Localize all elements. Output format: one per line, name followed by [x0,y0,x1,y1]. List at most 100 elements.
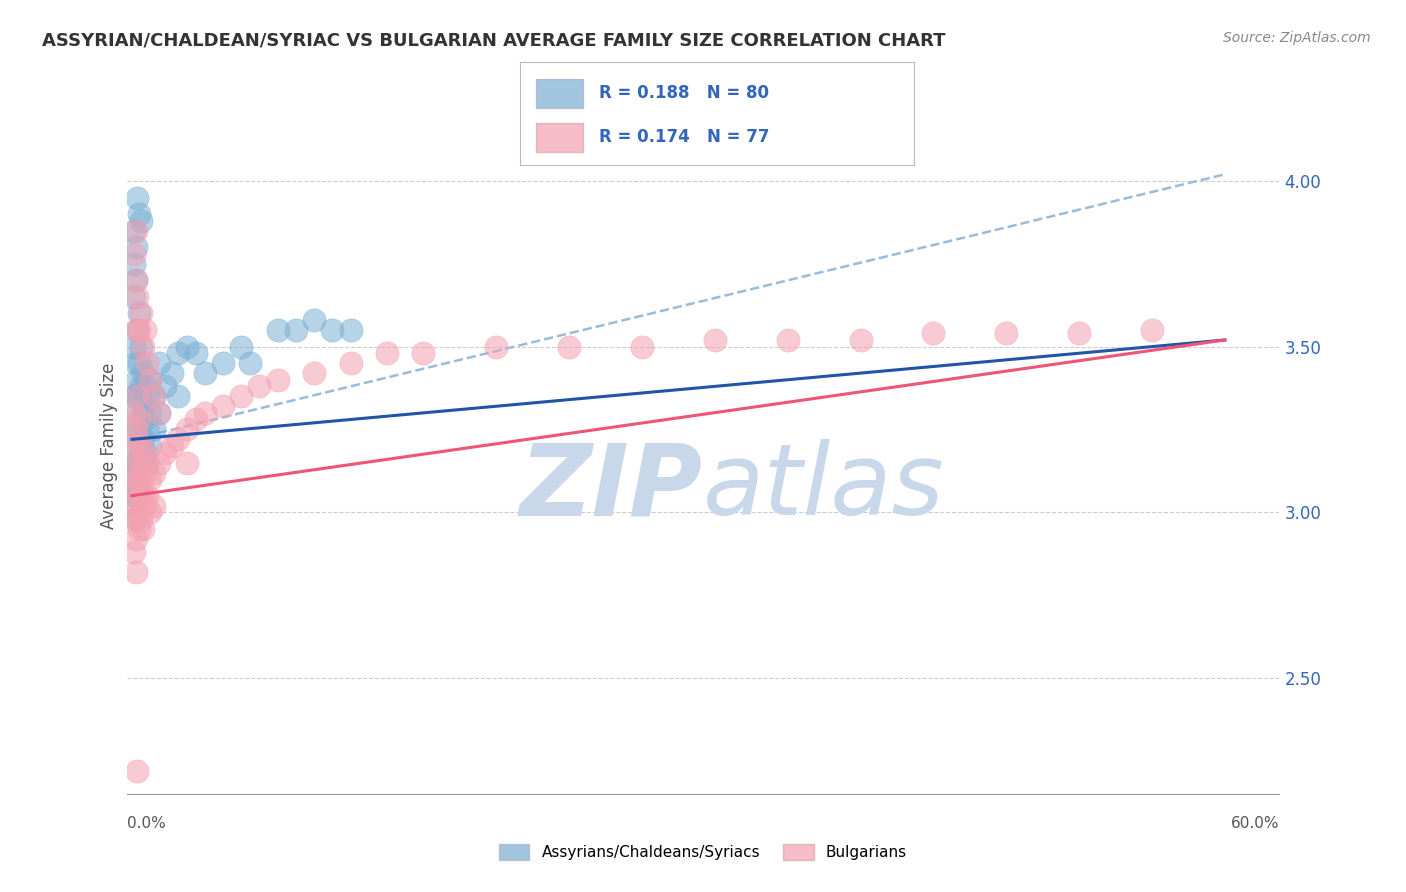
Point [124,356,146,370]
Point [922,326,945,341]
Point [127,406,149,420]
Point [129,340,152,354]
Point [122,389,145,403]
Point [142,389,165,403]
Point [139,373,162,387]
FancyBboxPatch shape [536,78,583,108]
Point [166,433,188,447]
Point [124,499,146,513]
Point [212,399,235,413]
Point [122,512,145,526]
Point [239,356,262,370]
Point [129,512,152,526]
Point [339,323,361,337]
Point [122,489,145,503]
Text: Source: ZipAtlas.com: Source: ZipAtlas.com [1223,31,1371,45]
Point [776,333,799,347]
Point [124,224,146,238]
Point [849,333,872,347]
Point [132,399,155,413]
Point [128,433,150,447]
Point [176,456,198,470]
Point [124,479,146,493]
Point [160,439,183,453]
Point [995,326,1018,341]
Point [134,466,156,480]
Point [124,456,146,470]
Text: 0.0%: 0.0% [127,816,166,831]
Point [127,505,149,519]
Point [134,323,156,337]
FancyBboxPatch shape [536,123,583,152]
Point [129,445,152,459]
Point [129,479,152,493]
Point [124,532,146,546]
Point [135,422,157,436]
Point [132,433,155,447]
Point [132,489,155,503]
Point [1140,323,1163,337]
Point [129,412,152,426]
Point [176,340,198,354]
Point [153,379,176,393]
Point [127,290,149,304]
Point [558,340,581,354]
Point [132,366,155,380]
Point [148,406,170,420]
Point [139,505,162,519]
Point [128,412,150,426]
Y-axis label: Average Family Size: Average Family Size [100,363,118,529]
Point [127,472,149,486]
Point [134,412,156,426]
Point [124,512,146,526]
Point [134,445,156,459]
Point [128,456,150,470]
Point [122,545,145,559]
Point [194,406,217,420]
Point [122,247,145,261]
Point [703,333,725,347]
Point [128,489,150,503]
Point [128,389,150,403]
Point [129,379,152,393]
Point [176,422,198,436]
Point [127,373,149,387]
Point [127,489,149,503]
Point [166,346,188,360]
Point [122,456,145,470]
Point [135,489,157,503]
Point [339,356,361,370]
Point [142,466,165,480]
Point [485,340,508,354]
Point [412,346,434,360]
Point [124,422,146,436]
Point [128,522,150,536]
Point [127,466,149,480]
Point [128,472,150,486]
Point [249,379,271,393]
Point [124,466,146,480]
Point [122,445,145,459]
Point [148,456,170,470]
Point [132,340,155,354]
Point [153,445,176,459]
Point [284,323,307,337]
Point [127,389,149,403]
Point [148,406,170,420]
Point [321,323,343,337]
Point [134,379,156,393]
Point [142,499,165,513]
Point [1069,326,1091,341]
Point [129,306,152,320]
Point [212,356,235,370]
Point [135,389,157,403]
Point [302,313,325,327]
Point [122,224,145,238]
Point [122,257,145,271]
Point [127,190,149,204]
Point [124,273,146,287]
Point [132,445,155,459]
Point [375,346,398,360]
Point [139,472,162,486]
Point [128,323,150,337]
